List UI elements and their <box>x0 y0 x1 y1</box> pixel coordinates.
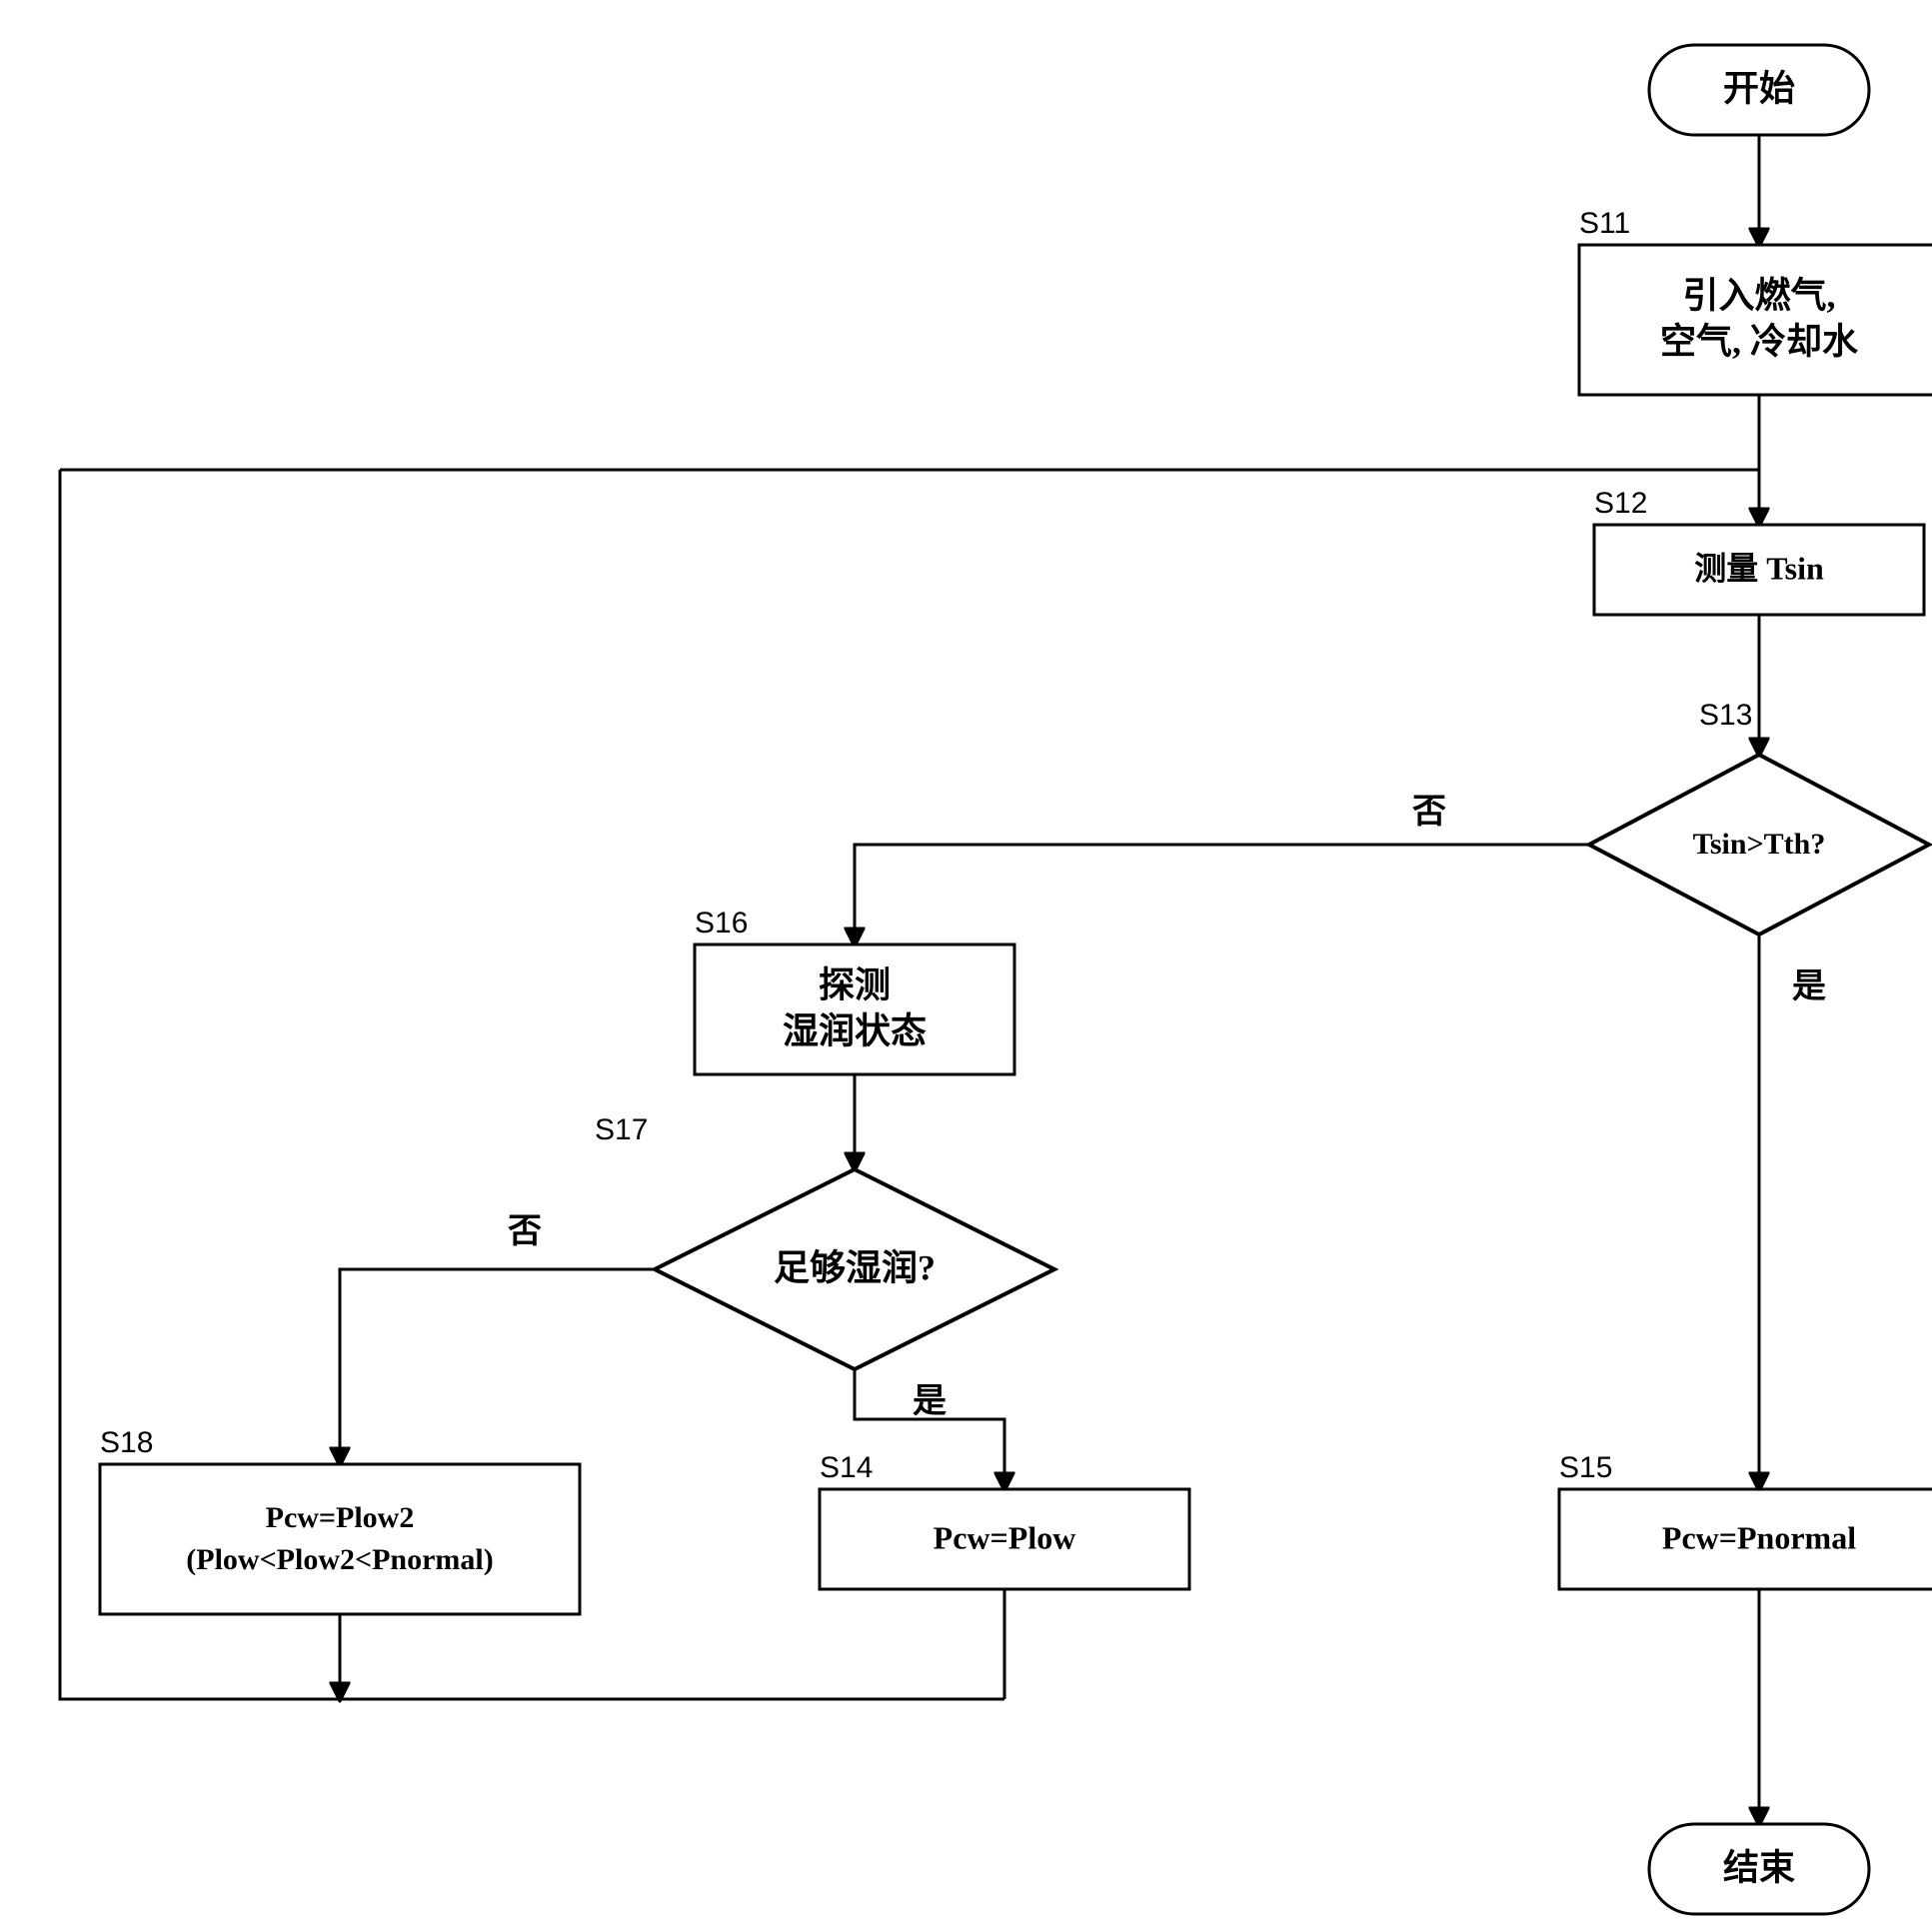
edge-label: 是 <box>1792 968 1826 1005</box>
edge-label: 是 <box>913 1383 947 1420</box>
step-label: S14 <box>820 1451 873 1484</box>
step-label: S11 <box>1579 207 1630 240</box>
step-label: S18 <box>100 1426 153 1459</box>
edge-label: 否 <box>1412 794 1446 831</box>
node-label: 足够湿润? <box>774 1247 936 1287</box>
edge-label: 否 <box>508 1213 542 1250</box>
nodes: 开始引入燃气, 空气, 冷却水 S11 测量 Tsin S12 Tsin>Tth? S13 探… <box>100 45 1932 1914</box>
node-label: Tsin>Tth? <box>1693 828 1826 861</box>
node-label: 开始 <box>1723 68 1795 108</box>
node-label: 结束 <box>1723 1847 1795 1887</box>
node-label: 测量 Tsin <box>1694 550 1824 586</box>
node-label: 探测 <box>819 965 891 1004</box>
step-label: S17 <box>595 1113 648 1146</box>
step-label: S16 <box>695 907 748 940</box>
node-s11: 引入燃气, 空气, 冷却水 S11 <box>1579 207 1932 395</box>
flowchart-canvas: 否是否是开始引入燃气,空气, 冷却水S11测量 TsinS12Tsin>Tth?… <box>0 0 1932 1931</box>
node-label: 引入燃气, <box>1682 275 1835 315</box>
node-s15: Pcw=Pnormal S15 <box>1559 1451 1932 1589</box>
node-label: 空气, 冷却水 <box>1660 321 1859 361</box>
node-label: (Plow<Plow2<Pnormal) <box>186 1543 493 1576</box>
step-label: S12 <box>1594 487 1647 520</box>
node-label: Pcw=Plow2 <box>266 1501 415 1534</box>
node-label: Pcw=Pnormal <box>1662 1519 1856 1555</box>
process-shape <box>1579 245 1932 395</box>
edge <box>855 845 1589 945</box>
node-start: 开始 <box>1649 45 1869 135</box>
step-label: S15 <box>1559 1451 1612 1484</box>
node-s17: 足够湿润? S17 <box>595 1113 1054 1369</box>
edge <box>340 1269 655 1464</box>
edge <box>60 470 1759 525</box>
node-label: 湿润状态 <box>783 1010 927 1050</box>
node-end: 结束 <box>1649 1824 1869 1914</box>
process-shape <box>100 1464 580 1614</box>
node-label: Pcw=Plow <box>934 1519 1076 1555</box>
step-label: S13 <box>1699 699 1752 732</box>
